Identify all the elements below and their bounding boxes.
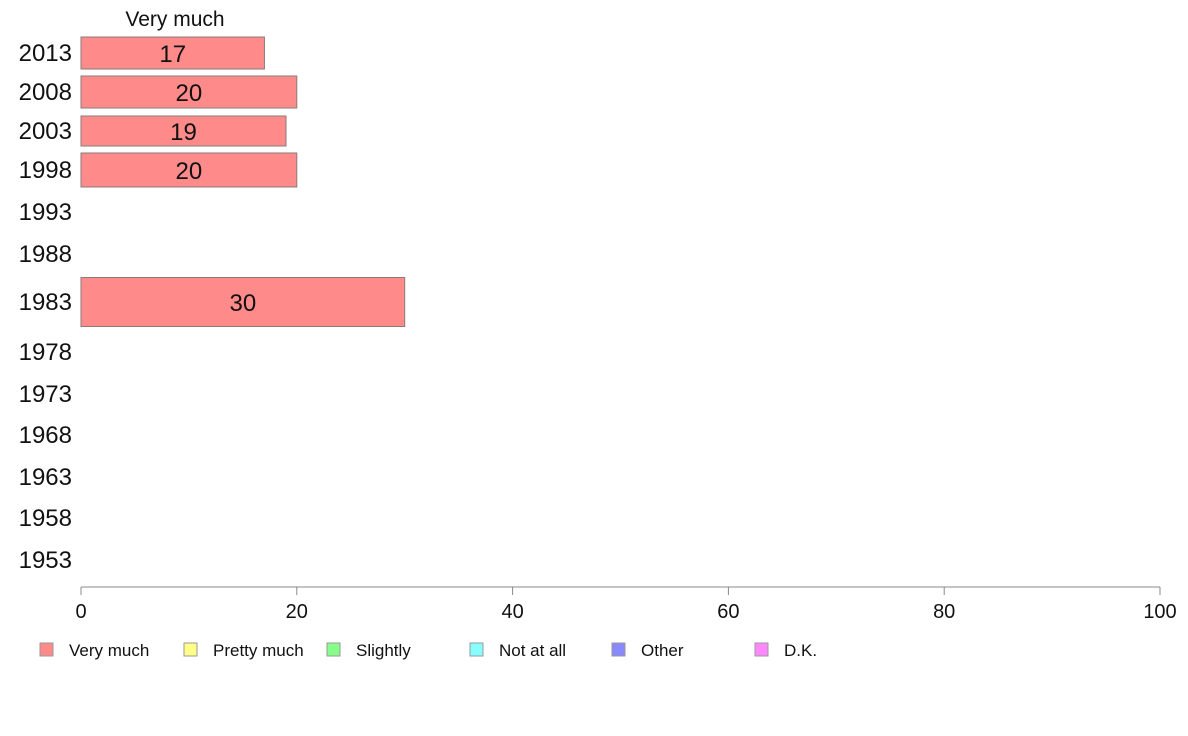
bar-value-label: 30: [229, 290, 256, 317]
year-label: 1983: [19, 289, 72, 316]
year-label: 1978: [19, 339, 72, 366]
legend-swatch: [183, 642, 198, 657]
legend-label: D.K.: [784, 641, 817, 660]
legend-label: Not at all: [499, 641, 566, 660]
year-labels: 2013 2008 2003 1998 1993 1988 1983 1978 1973 1968…: [19, 40, 72, 574]
year-label: 2013: [19, 40, 72, 67]
legend-swatch: [39, 642, 54, 657]
x-tick-label: 40: [501, 601, 523, 623]
year-label: 1958: [19, 505, 72, 532]
year-label: 2008: [19, 79, 72, 106]
year-label: 1988: [19, 241, 72, 268]
legend-label: Other: [641, 641, 684, 660]
legend: Very much Pretty much Slightly Not at all Ot…: [39, 641, 817, 660]
year-label: 1963: [19, 464, 72, 491]
series-header-label: Very much: [125, 8, 224, 31]
bar: [80, 277, 406, 327]
x-tick-label: 20: [286, 601, 308, 623]
bar: [80, 75, 298, 109]
legend-swatch: [754, 642, 769, 657]
legend-label: Slightly: [356, 641, 411, 660]
year-label: 1968: [19, 422, 72, 449]
legend-swatch: [469, 642, 484, 657]
bar-value-label: 20: [176, 80, 203, 107]
year-label: 1998: [19, 157, 72, 184]
legend-swatch: [326, 642, 341, 657]
x-tick-label: 80: [933, 601, 955, 623]
year-label: 2003: [19, 118, 72, 145]
bar: [80, 36, 265, 70]
x-tick-label: 60: [717, 601, 739, 623]
x-axis: 0 20 40 60 80 100: [75, 586, 1177, 623]
legend-label: Very much: [69, 641, 149, 660]
bar-value-label: 19: [170, 119, 197, 146]
bars-group: 17 20 19 20 30: [80, 36, 406, 327]
bar: [80, 115, 287, 147]
x-tick-label: 100: [1143, 601, 1176, 623]
year-label: 1993: [19, 199, 72, 226]
bar-value-label: 20: [176, 158, 203, 185]
x-tick-label: 0: [75, 601, 86, 623]
legend-swatch: [611, 642, 626, 657]
year-label: 1953: [19, 547, 72, 574]
bar: [80, 152, 298, 188]
year-label: 1973: [19, 381, 72, 408]
legend-label: Pretty much: [213, 641, 304, 660]
bar-value-label: 17: [159, 41, 186, 68]
